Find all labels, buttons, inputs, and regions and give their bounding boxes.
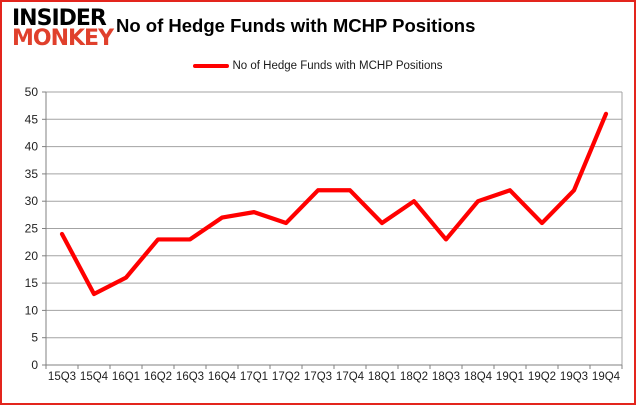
x-tick-label: 15Q4: [80, 371, 109, 383]
x-tick-label: 17Q3: [304, 371, 332, 383]
legend-label: No of Hedge Funds with MCHP Positions: [232, 60, 443, 72]
legend-line-swatch: [193, 63, 230, 69]
logo-line-monkey: MONKEY: [12, 25, 114, 51]
y-tick-label: 20: [25, 249, 39, 263]
x-tick-label: 16Q4: [208, 371, 237, 383]
x-tick-label: 19Q4: [592, 371, 621, 383]
y-tick-label: 50: [25, 85, 39, 99]
x-tick-label: 18Q3: [432, 371, 460, 383]
chart-title: No of Hedge Funds with MCHP Positions: [116, 15, 476, 36]
x-tick-label: 18Q4: [464, 371, 493, 383]
x-tick-label: 19Q1: [496, 371, 524, 383]
x-tick-label: 16Q3: [176, 371, 204, 383]
y-tick-label: 10: [25, 303, 39, 317]
x-tick-label: 19Q3: [560, 371, 588, 383]
insider-monkey-logo: INSIDER MONKEY: [12, 6, 114, 51]
y-tick-label: 15: [25, 276, 39, 290]
y-tick-label: 45: [25, 112, 39, 126]
hedge-fund-series-line: [59, 111, 609, 297]
x-tick-label: 17Q1: [240, 371, 268, 383]
y-tick-label: 35: [25, 167, 39, 181]
x-tick-label: 16Q1: [112, 371, 140, 383]
x-tick-label: 15Q3: [48, 371, 76, 383]
y-tick-label: 40: [25, 140, 39, 154]
x-tick-label: 17Q2: [272, 371, 300, 383]
y-tick-label: 5: [31, 331, 38, 345]
chart-legend: No of Hedge Funds with MCHP Positions: [2, 60, 634, 72]
y-tick-label: 0: [31, 358, 38, 372]
x-tick-label: 17Q4: [336, 371, 365, 383]
y-tick-label: 30: [25, 194, 39, 208]
x-tick-label: 16Q2: [144, 371, 172, 383]
logo-line-insider: INSIDER: [12, 6, 107, 31]
x-tick-label: 19Q2: [528, 371, 556, 383]
x-tick-label: 18Q2: [400, 371, 428, 383]
y-tick-label: 25: [25, 222, 39, 236]
x-tick-label: 18Q1: [368, 371, 396, 383]
